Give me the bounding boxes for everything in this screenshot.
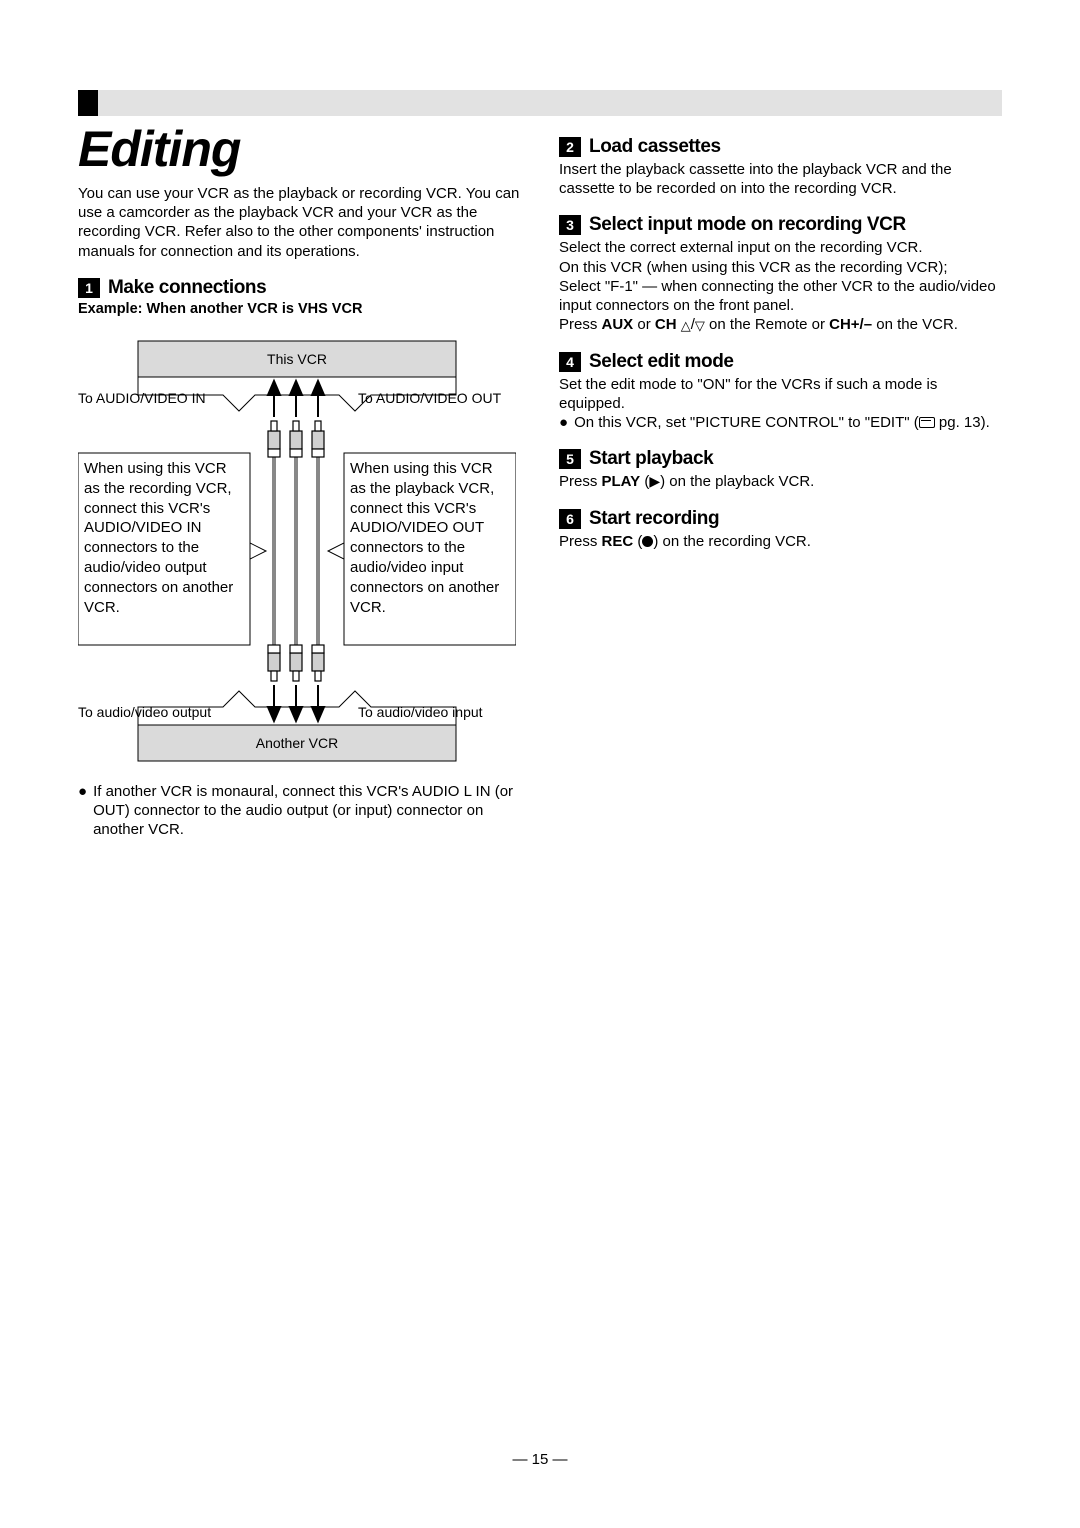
step-4-body: Set the edit mode to "ON" for the VCRs i… [559, 375, 1002, 413]
diagram-footnote: ● If another VCR is monaural, connect th… [78, 782, 521, 840]
play-icon: ▶ [649, 473, 660, 491]
step-6-title: Start recording [589, 508, 719, 530]
step-5-head: 5 Start playback [559, 448, 1002, 470]
step-1-head: 1 Make connections [78, 277, 521, 299]
step-3-line4: Press AUX or CH △/▽ on the Remote or CH+… [559, 315, 1002, 335]
header-bar [78, 90, 1002, 116]
diagram-right-text: When using this VCR as the playback VCR,… [350, 460, 499, 616]
step-3-title: Select input mode on recording VCR [589, 214, 906, 236]
step-2-head: 2 Load cassettes [559, 136, 1002, 158]
triangle-up-icon: △ [681, 318, 691, 335]
record-icon [642, 536, 653, 547]
diagram-left-text: When using this VCR as the recording VCR… [84, 460, 233, 616]
step-2-title: Load cassettes [589, 136, 721, 158]
step-6-body: Press REC () on the recording VCR. [559, 532, 1002, 551]
diagram-to-av-in-label: To AUDIO/VIDEO IN [78, 390, 206, 406]
step-6-badge: 6 [559, 509, 581, 529]
step-5-body: Press PLAY (▶) on the playback VCR. [559, 472, 1002, 491]
step-5-badge: 5 [559, 449, 581, 469]
step-4-bullet: ● On this VCR, set "PICTURE CONTROL" to … [559, 413, 1002, 432]
step-4-head: 4 Select edit mode [559, 351, 1002, 373]
step-6-head: 6 Start recording [559, 508, 1002, 530]
step-3-line2: On this VCR (when using this VCR as the … [559, 258, 1002, 277]
left-column: Editing You can use your VCR as the play… [78, 120, 521, 839]
footnote-text: If another VCR is monaural, connect this… [93, 782, 521, 840]
diagram-to-av-input-label: To audio/video input [358, 704, 483, 720]
diagram-another-vcr-label: Another VCR [256, 735, 338, 751]
intro-paragraph: You can use your VCR as the playback or … [78, 184, 521, 261]
step-1-badge: 1 [78, 278, 100, 298]
diagram-to-av-output-label: To audio/video output [78, 704, 211, 720]
step-2-body: Insert the playback cassette into the pl… [559, 160, 1002, 198]
step-3-head: 3 Select input mode on recording VCR [559, 214, 1002, 236]
bullet-icon: ● [559, 413, 568, 432]
triangle-down-icon: ▽ [695, 318, 705, 335]
bullet-icon: ● [78, 782, 87, 840]
step-3-badge: 3 [559, 215, 581, 235]
step-4-badge: 4 [559, 352, 581, 372]
connection-diagram: This VCR Another VCR To AUDIO/VIDEO IN T… [78, 335, 521, 772]
step-3-line1: Select the correct external input on the… [559, 238, 1002, 257]
page-title: Editing [78, 120, 521, 178]
step-1-title: Make connections [108, 277, 266, 299]
page-number: — 15 — [0, 1451, 1080, 1468]
page-columns: Editing You can use your VCR as the play… [78, 120, 1002, 839]
step-1-sub: Example: When another VCR is VHS VCR [78, 301, 521, 317]
right-column: 2 Load cassettes Insert the playback cas… [559, 120, 1002, 839]
step-5-title: Start playback [589, 448, 713, 470]
diagram-to-av-out-label: To AUDIO/VIDEO OUT [358, 390, 502, 406]
step-3-line3: Select "F-1" — when connecting the other… [559, 277, 1002, 315]
diagram-this-vcr-label: This VCR [267, 351, 327, 367]
page-ref-icon [919, 417, 935, 428]
step-4-title: Select edit mode [589, 351, 734, 373]
step-2-badge: 2 [559, 137, 581, 157]
